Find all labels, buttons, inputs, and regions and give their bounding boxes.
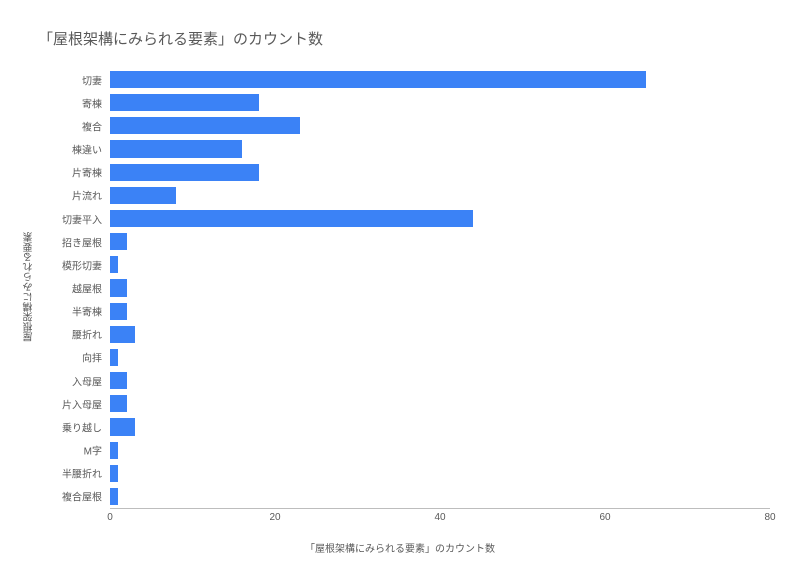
y-tick-label: 切妻	[82, 72, 102, 87]
y-tick-label: 棟違い	[72, 142, 102, 157]
bar	[110, 210, 473, 227]
bar-row	[110, 91, 770, 114]
y-tick-label: 寄棟	[82, 95, 102, 110]
chart-container: 「屋根架構にみられる要素」のカウント数 切妻寄棟複合棟違い片寄棟片流れ切妻平入招…	[0, 0, 800, 573]
bar	[110, 303, 127, 320]
x-tick-label: 80	[764, 512, 775, 523]
y-tick-label: 模形切妻	[62, 257, 102, 272]
x-tick-label: 40	[434, 512, 445, 523]
bar	[110, 117, 300, 134]
x-axis-title: 「屋根架構にみられる要素」のカウント数	[305, 540, 495, 555]
bar	[110, 418, 135, 435]
y-tick-label: 腰折れ	[72, 327, 102, 342]
bar	[110, 349, 118, 366]
x-tick-label: 60	[599, 512, 610, 523]
bar-row	[110, 253, 770, 276]
y-tick-label: 入母屋	[72, 373, 102, 388]
y-tick-label: 片入母屋	[62, 396, 102, 411]
bar	[110, 187, 176, 204]
bar-row	[110, 114, 770, 137]
bar	[110, 164, 259, 181]
y-tick-label: 切妻平入	[62, 211, 102, 226]
y-tick-label: 乗り越し	[62, 419, 102, 434]
bar-row	[110, 276, 770, 299]
y-tick-label: 片流れ	[72, 188, 102, 203]
chart-title: 「屋根架構にみられる要素」のカウント数	[38, 28, 323, 49]
bar-row	[110, 415, 770, 438]
y-tick-label: M字	[84, 443, 102, 458]
bar-row	[110, 323, 770, 346]
bar	[110, 395, 127, 412]
y-tick-label: 越屋根	[72, 281, 102, 296]
bar	[110, 465, 118, 482]
y-tick-label: 向拝	[82, 350, 102, 365]
y-tick-label: 複合	[82, 118, 102, 133]
y-tick-label: 半腰折れ	[62, 466, 102, 481]
bar-row	[110, 462, 770, 485]
y-axis-labels: 切妻寄棟複合棟違い片寄棟片流れ切妻平入招き屋根模形切妻越屋根半寄棟腰折れ向拝入母…	[0, 68, 106, 508]
bar	[110, 372, 127, 389]
bar	[110, 442, 118, 459]
bar-row	[110, 161, 770, 184]
bar	[110, 326, 135, 343]
bar	[110, 279, 127, 296]
bar	[110, 256, 118, 273]
y-tick-label: 招き屋根	[62, 234, 102, 249]
x-tick-label: 20	[269, 512, 280, 523]
x-tick-label: 0	[107, 512, 113, 523]
plot-area	[110, 68, 770, 508]
bar-row	[110, 369, 770, 392]
bar	[110, 233, 127, 250]
bar	[110, 94, 259, 111]
bar	[110, 140, 242, 157]
bar-row	[110, 485, 770, 508]
bar-row	[110, 230, 770, 253]
bar	[110, 71, 646, 88]
bar	[110, 488, 118, 505]
bar-row	[110, 184, 770, 207]
bar-row	[110, 207, 770, 230]
bar-row	[110, 392, 770, 415]
bar-row	[110, 439, 770, 462]
bar-row	[110, 137, 770, 160]
y-tick-label: 半寄棟	[72, 304, 102, 319]
bar-row	[110, 300, 770, 323]
y-axis-title: 屋根架構にみられる要素	[22, 232, 37, 342]
bar-row	[110, 68, 770, 91]
x-axis: 020406080	[110, 508, 770, 528]
bar-row	[110, 346, 770, 369]
y-tick-label: 片寄棟	[72, 165, 102, 180]
y-tick-label: 複合屋根	[62, 489, 102, 504]
